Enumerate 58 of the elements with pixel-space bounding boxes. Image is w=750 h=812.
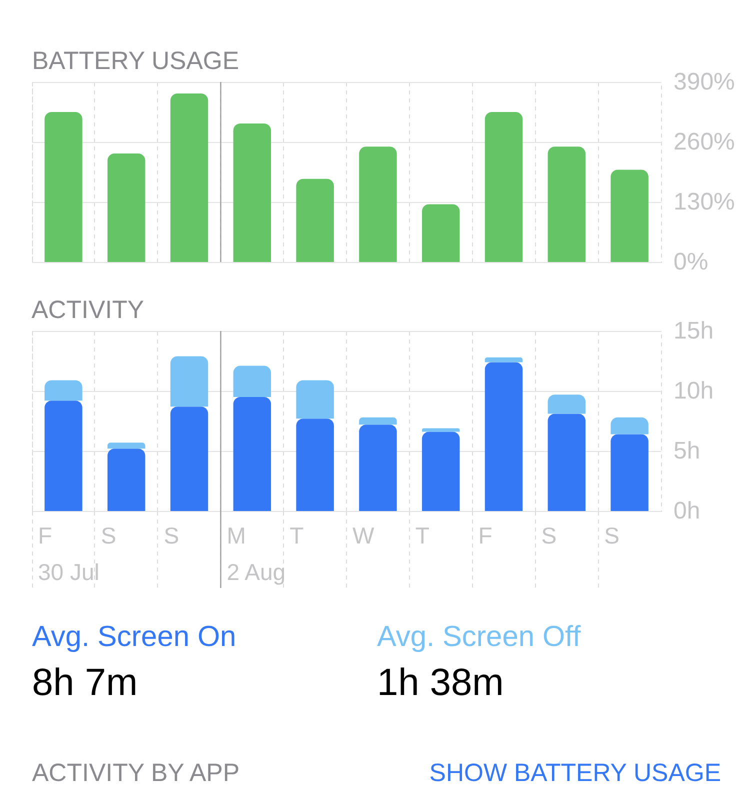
chart-title: BATTERY USAGE — [32, 47, 240, 75]
bar — [359, 417, 397, 425]
x-tick-label: S — [164, 522, 180, 548]
x-tick-label: F — [478, 522, 492, 548]
y-tick-label: 0% — [674, 248, 708, 276]
bar — [610, 434, 648, 511]
bar — [484, 362, 523, 511]
x-tick-label: S — [604, 522, 620, 548]
text: ACTIVITY BY APP — [32, 759, 240, 787]
chart-title: ACTIVITY — [32, 296, 144, 324]
y-tick-label: 5h — [674, 438, 700, 464]
text: 1h 38m — [377, 662, 504, 704]
y-tick-label: 130% — [674, 188, 735, 216]
bar — [170, 406, 208, 511]
bar — [296, 418, 334, 511]
bar — [610, 170, 648, 262]
bar — [170, 94, 208, 262]
bar — [107, 448, 146, 511]
text: Avg. Screen On — [32, 621, 236, 653]
x-tick-label: F — [38, 522, 52, 548]
bar — [610, 417, 648, 434]
y-tick-label: 10h — [674, 378, 714, 404]
bar — [170, 356, 208, 407]
bar — [422, 432, 460, 511]
ref-line-label: 2 Aug — [226, 559, 286, 585]
bar — [107, 442, 146, 449]
x-tick-label: T — [290, 522, 304, 548]
y-tick-label: 390% — [674, 68, 735, 96]
bar — [296, 380, 334, 419]
bar — [422, 428, 460, 432]
bar — [233, 397, 272, 511]
bar — [233, 124, 272, 262]
y-tick-label: 15h — [674, 318, 714, 344]
bar — [44, 112, 82, 262]
y-tick-label: 260% — [674, 128, 735, 156]
bar — [44, 400, 82, 511]
bar — [107, 154, 146, 262]
x-tick-label: S — [541, 522, 557, 548]
text: 30 Jul — [38, 559, 100, 585]
text: SHOW BATTERY USAGE — [429, 759, 721, 787]
y-tick-label: 0h — [674, 498, 700, 524]
x-tick-label: T — [415, 522, 430, 548]
bar — [296, 178, 334, 262]
text: Avg. Screen Off — [377, 621, 582, 653]
text: 8h 7m — [32, 662, 138, 704]
bar — [548, 394, 586, 414]
bar — [359, 146, 397, 262]
bar — [233, 366, 272, 397]
bar — [44, 380, 82, 401]
bar — [422, 204, 460, 262]
x-tick-label: W — [352, 522, 374, 548]
bar — [484, 357, 523, 362]
x-tick-label: M — [226, 522, 246, 548]
bar — [484, 112, 523, 262]
bar — [548, 146, 586, 262]
bar — [548, 414, 586, 511]
x-tick-label: S — [100, 522, 116, 548]
bar — [359, 424, 397, 511]
